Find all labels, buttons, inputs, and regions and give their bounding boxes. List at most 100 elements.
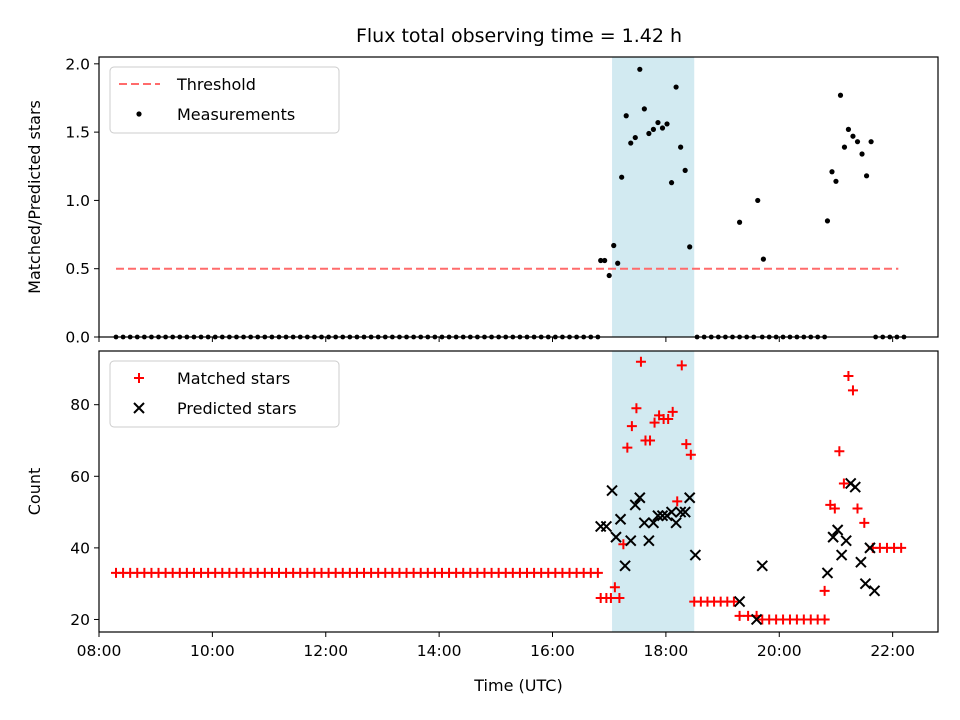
predicted-star-point — [674, 506, 687, 518]
bottom-panel: 08:00 10:00 12:00 14:00 16:00 18:00 20:00 22:00… — [25, 350, 939, 695]
measurement-point — [668, 180, 675, 186]
y-tick-label: 1.0 — [65, 192, 90, 210]
chart-title: Flux total observing time = 1.42 h — [356, 25, 682, 47]
matched-star-point — [843, 371, 854, 382]
measurement-point — [611, 242, 617, 249]
matched-star-point — [622, 442, 633, 453]
legend-matched-label: Matched stars — [177, 369, 290, 388]
predicted-star-point — [656, 509, 669, 522]
matched-star-point — [592, 567, 603, 578]
predicted-star-point — [689, 549, 702, 561]
matched-star-point — [838, 478, 849, 489]
predicted-star-point — [835, 549, 848, 561]
matched-star-point — [676, 360, 687, 371]
matched-star-point — [847, 385, 858, 396]
predicted-star-point — [600, 520, 613, 533]
x-tick-label: 20:00 — [757, 642, 802, 660]
measurement-point — [841, 144, 848, 150]
measurement-point — [833, 178, 839, 184]
predicted-star-point — [733, 595, 746, 608]
matched-star-point — [829, 503, 840, 514]
measurement-point — [646, 130, 652, 137]
matched-star-point — [609, 582, 620, 593]
x-tick-label: 10:00 — [190, 642, 235, 660]
predicted-star-point — [827, 531, 839, 543]
y-axis-label: Count — [25, 468, 44, 516]
predicted-star-point — [750, 613, 763, 626]
matched-star-point — [667, 406, 678, 417]
matched-star-point — [852, 503, 863, 514]
measurement-point — [602, 257, 608, 264]
predicted-star-point — [840, 535, 852, 547]
matched-star-point — [672, 496, 683, 507]
y-tick-label: 20 — [70, 611, 90, 629]
matched-star-point — [685, 449, 696, 460]
measurement-point — [664, 121, 670, 127]
predicted-star-point — [634, 492, 646, 504]
predicted-star-point — [670, 517, 682, 529]
matched-star-point — [819, 614, 830, 625]
predicted-star-point — [849, 481, 861, 493]
measurement-point — [641, 106, 647, 112]
x-tick-label: 18:00 — [644, 642, 689, 660]
predicted-star-point — [625, 535, 637, 547]
y-tick-label: 60 — [70, 468, 90, 486]
observing-span — [612, 351, 695, 632]
x-axis-label: Time (UTC) — [473, 676, 562, 695]
measurement-point — [845, 126, 852, 132]
matched-star-point — [728, 596, 739, 607]
x-tick-label: 08:00 — [77, 642, 122, 660]
axes-frame — [98, 350, 939, 633]
legend-measurement-label: Measurements — [177, 105, 295, 124]
measurement-point — [632, 134, 638, 141]
predicted-star-point — [629, 499, 641, 511]
matched-star-point — [681, 439, 692, 450]
predicted-star-point — [855, 556, 867, 568]
measurement-point — [628, 140, 634, 146]
measurement-point — [687, 244, 693, 250]
matched-star-point — [734, 610, 745, 621]
y-tick-label: 1.5 — [65, 124, 90, 142]
matched-star-point — [631, 403, 642, 414]
matched-star-point — [663, 414, 674, 425]
legend-box — [109, 66, 340, 134]
predicted-star-point — [683, 492, 696, 504]
measurement-point — [655, 119, 661, 126]
measurement-point — [619, 174, 625, 180]
measurement-point — [637, 66, 643, 72]
legend-threshold-label: Threshold — [176, 75, 256, 94]
predicted-star-point — [606, 484, 618, 497]
y-tick-label: 0.5 — [65, 260, 90, 278]
measurement-point — [659, 125, 666, 131]
matched-star-point — [645, 435, 656, 446]
predicted-star-point — [652, 509, 664, 522]
measurement-point — [678, 144, 684, 150]
measurement-point — [854, 139, 861, 145]
predicted-star-point — [756, 560, 768, 572]
measurement-point — [829, 169, 835, 175]
observing-span — [612, 57, 695, 337]
x-tick-label: 16:00 — [530, 642, 575, 660]
matched-star-point — [626, 421, 637, 432]
measurement-point — [598, 257, 604, 264]
predicted-star-point — [619, 560, 631, 572]
matched-star-point — [649, 417, 660, 428]
measurement-point — [863, 173, 870, 179]
predicted-star-point — [821, 567, 834, 579]
measurement-point — [850, 133, 856, 139]
y-tick-label: 40 — [70, 539, 90, 557]
matched-star-point — [614, 592, 625, 603]
x-tick-label: 22:00 — [870, 642, 915, 660]
predicted-star-point — [864, 542, 876, 554]
measurement-point — [623, 113, 629, 119]
predicted-star-point — [831, 524, 844, 536]
predicted-star-point — [610, 531, 622, 543]
measurement-point — [682, 167, 688, 173]
matched-star-point — [819, 585, 830, 596]
legend-predicted-swatch — [133, 402, 145, 414]
measurement-point — [760, 256, 766, 262]
measurement-point — [673, 84, 679, 90]
y-tick-label: 2.0 — [65, 55, 90, 73]
x-tick-label: 14:00 — [417, 642, 462, 660]
